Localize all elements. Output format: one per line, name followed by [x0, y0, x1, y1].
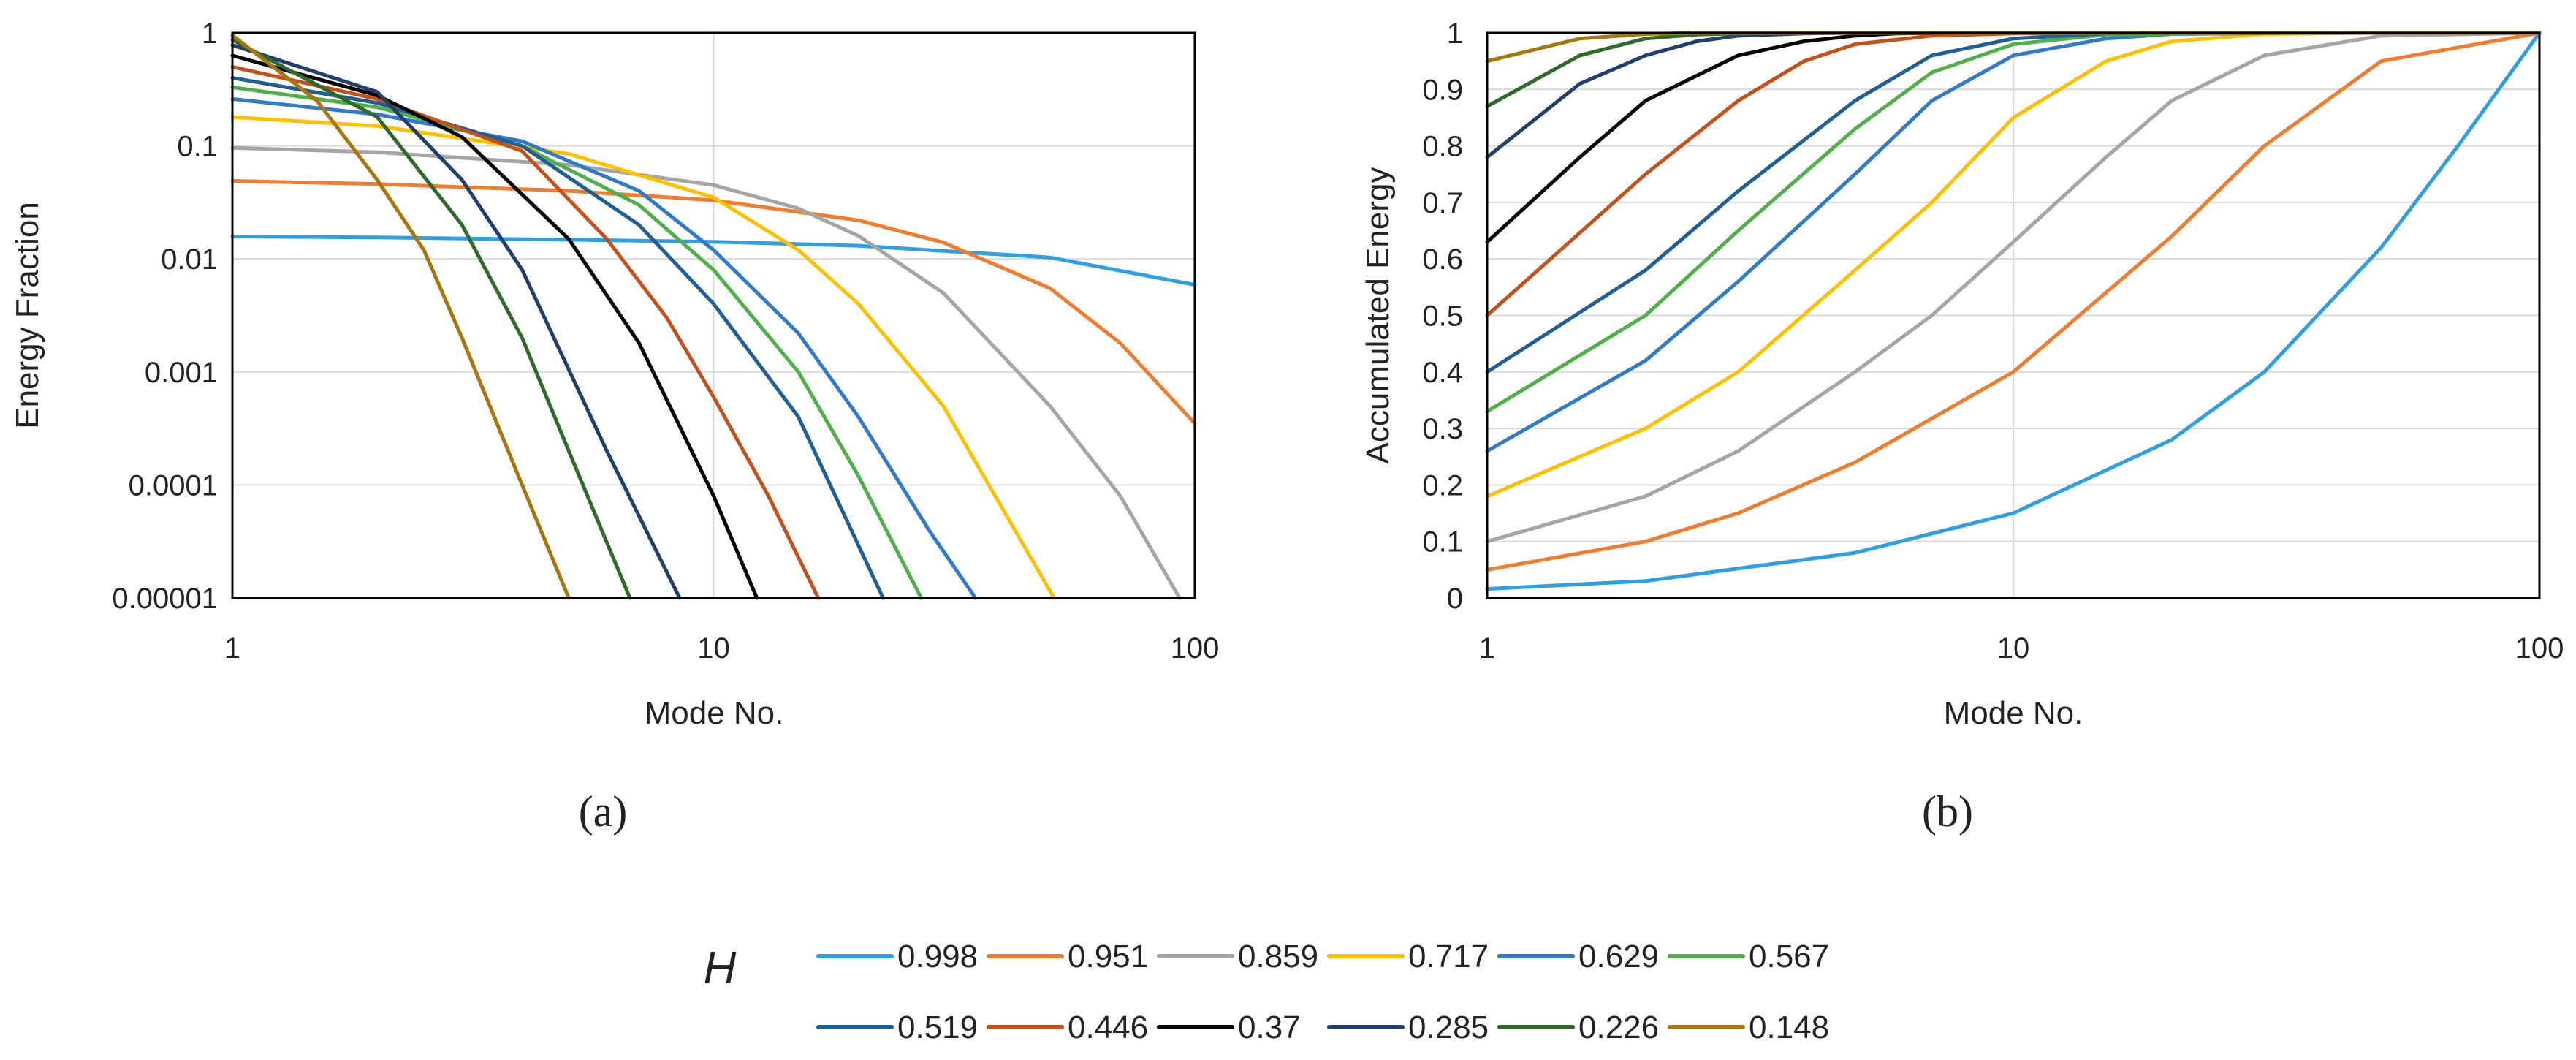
legend-label-0-859: 0.859: [1238, 939, 1318, 974]
panel-label-a: (a): [579, 787, 628, 836]
series-line-a-0-998: [230, 235, 1197, 287]
legend-item-0-446: 0.446: [987, 1010, 1148, 1045]
legend-label-0-951: 0.951: [1068, 939, 1148, 974]
legend-label-0-148: 0.148: [1749, 1010, 1829, 1045]
legend-item-0-37: 0.37: [1157, 1010, 1301, 1045]
legend-item-0-717: 0.717: [1327, 939, 1489, 974]
xtick-label-b-10: 10: [1997, 632, 2030, 665]
series-line-a-0-519: [230, 76, 885, 600]
legend-label-0-567: 0.567: [1749, 939, 1829, 974]
ytick-label-b-0-6: 0.6: [1422, 243, 1463, 276]
plot-frame-a: [231, 31, 1196, 599]
chart-b-accumulated-energy: 0 0.1 0.2 0.3 0.4 0.5 0.6 0.7 0.8 0.9 1 1 10 100 Mode …: [1360, 18, 2564, 731]
series-line-b-0-859: [1485, 31, 2542, 544]
legend-item-0-519: 0.519: [816, 1010, 978, 1045]
series-line-a-0-859: [230, 145, 1182, 600]
legend-item-0-285: 0.285: [1327, 1010, 1489, 1045]
y-axis-label-b: Accumulated Energy: [1360, 167, 1396, 464]
legend: H 0.998 0.951 0.859 0.717 0.629 0.567 0.519 0.4…: [704, 939, 1830, 1045]
ytick-label-b-1: 1: [1447, 18, 1463, 50]
legend-label-0-519: 0.519: [897, 1010, 978, 1045]
y-axis-label-a: Energy Fraction: [10, 202, 45, 429]
ytick-label-b-0-5: 0.5: [1422, 300, 1463, 333]
legend-label-0-446: 0.446: [1068, 1010, 1148, 1045]
ytick-label-b-0-7: 0.7: [1422, 187, 1463, 219]
xtick-label-a-100: 100: [1171, 632, 1220, 665]
x-axis-label-b: Mode No.: [1944, 695, 2083, 731]
plot-frame-b: [1486, 31, 2541, 599]
series-line-a-0-567: [230, 85, 924, 600]
xtick-label-a-10: 10: [697, 632, 730, 665]
series-line-b-0-951: [1485, 31, 2542, 572]
ytick-label-a-1: 1: [202, 18, 218, 50]
legend-label-0-285: 0.285: [1408, 1010, 1489, 1045]
legend-label-0-998: 0.998: [897, 939, 978, 974]
xtick-label-b-100: 100: [2515, 632, 2564, 665]
legend-item-0-148: 0.148: [1668, 1010, 1829, 1045]
ytick-label-a-0-01: 0.01: [161, 243, 218, 276]
series-line-a-0-285: [230, 43, 682, 600]
ytick-label-b-0-1: 0.1: [1422, 526, 1463, 559]
legend-label-0-629: 0.629: [1578, 939, 1659, 974]
legend-title: H: [704, 943, 737, 993]
panel-label-b: (b): [1922, 787, 1973, 836]
series-line-a-0-226: [230, 37, 632, 600]
series-line-a-0-37: [230, 53, 759, 600]
x-axis-label-a: Mode No.: [645, 695, 784, 731]
ytick-label-b-0: 0: [1447, 583, 1463, 615]
legend-item-0-859: 0.859: [1157, 939, 1318, 974]
ytick-label-a-0-00001: 0.00001: [112, 583, 218, 615]
ytick-label-b-0-9: 0.9: [1422, 74, 1463, 106]
xtick-label-b-1: 1: [1479, 632, 1495, 665]
ytick-label-b-0-2: 0.2: [1422, 469, 1463, 501]
legend-label-0-226: 0.226: [1578, 1010, 1659, 1045]
ytick-label-b-0-8: 0.8: [1422, 131, 1463, 163]
series-line-a-0-148: [230, 33, 571, 600]
ytick-label-b-0-3: 0.3: [1422, 413, 1463, 445]
xtick-label-a-1: 1: [224, 632, 240, 665]
legend-label-0-717: 0.717: [1408, 939, 1489, 974]
ytick-label-b-0-4: 0.4: [1422, 357, 1463, 389]
ytick-label-a-0-0001: 0.0001: [129, 469, 218, 501]
series-line-a-0-951: [230, 179, 1197, 425]
legend-item-0-226: 0.226: [1497, 1010, 1659, 1045]
legend-item-0-629: 0.629: [1497, 939, 1659, 974]
legend-item-0-567: 0.567: [1668, 939, 1829, 974]
series-line-a-0-717: [230, 115, 1056, 600]
series-line-b-0-998: [1485, 31, 2542, 591]
ytick-label-a-0-1: 0.1: [177, 131, 218, 163]
chart-a-energy-fraction: 0.00001 0.0001 0.001 0.01 0.1 1 1 10 100 Mode No.…: [10, 18, 1219, 731]
ytick-label-a-0-001: 0.001: [145, 357, 218, 389]
legend-label-0-37: 0.37: [1238, 1010, 1301, 1045]
legend-item-0-998: 0.998: [816, 939, 978, 974]
series-line-a-0-629: [230, 96, 978, 600]
legend-item-0-951: 0.951: [987, 939, 1148, 974]
